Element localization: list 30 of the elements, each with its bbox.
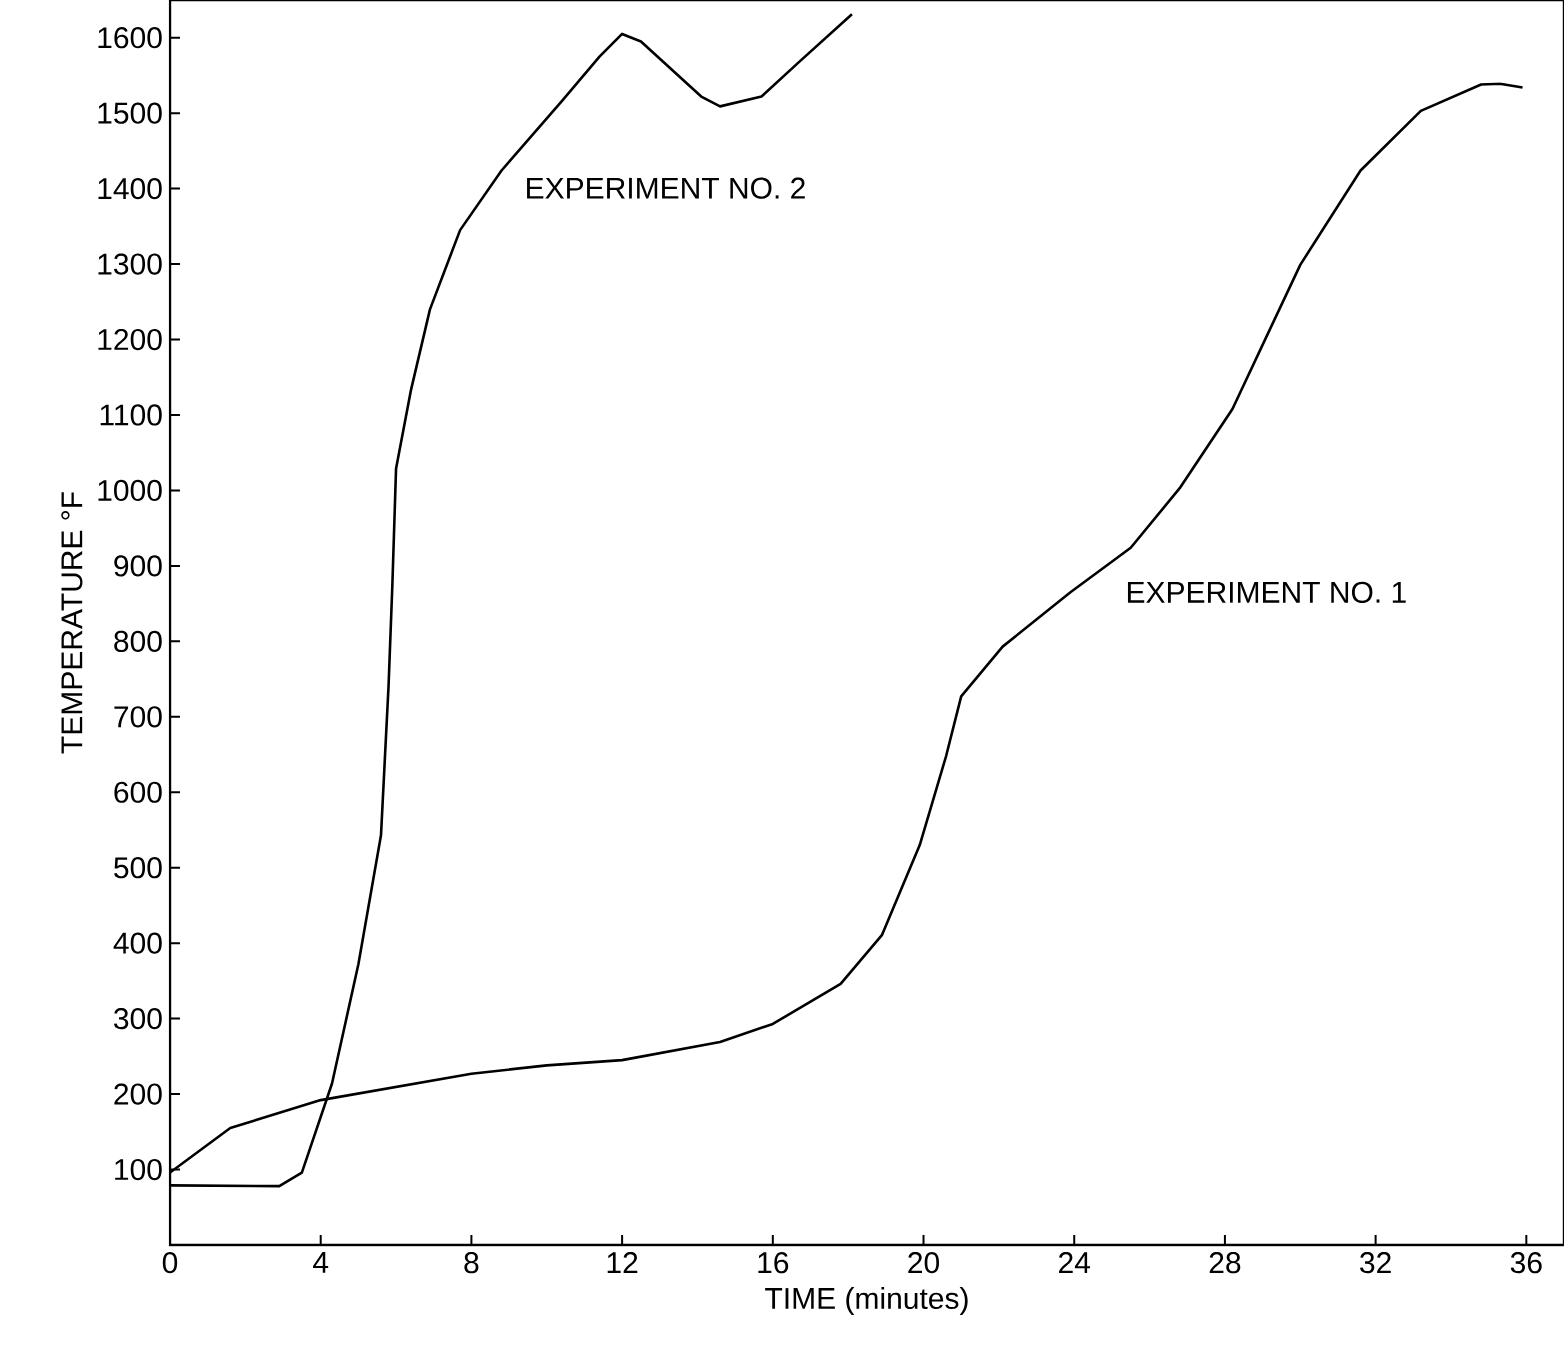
- x-tick-label: 16: [758, 1252, 789, 1274]
- y-tick-label: 900: [114, 555, 162, 577]
- y-tick-label: 800: [114, 630, 162, 652]
- x-tick-label: 4: [313, 1252, 329, 1273]
- y-tick-label: 1000: [98, 479, 162, 502]
- y-tick-label: 1500: [98, 102, 162, 124]
- x-tick-label: 0: [162, 1252, 178, 1274]
- x-tick-label: 36: [1510, 1252, 1542, 1274]
- y-tick-label: 500: [114, 857, 162, 879]
- y-tick-label: 100: [115, 1158, 162, 1181]
- y-tick-label: 1200: [98, 328, 162, 351]
- y-tick-label: 600: [114, 781, 162, 803]
- y-tick-label: 1100: [100, 404, 162, 426]
- y-axis-title: TEMPERATURE °F: [61, 492, 83, 754]
- y-tick-label: 300: [114, 1008, 162, 1030]
- x-tick-label: 20: [908, 1252, 940, 1274]
- y-tick-label: 1400: [98, 177, 162, 200]
- y-tick-label: 1600: [98, 27, 162, 49]
- x-tick-label: 28: [1209, 1252, 1241, 1274]
- series-label: EXPERIMENT NO. 2: [527, 177, 805, 199]
- y-tick-label: 400: [113, 932, 162, 954]
- series-label: EXPERIMENT NO. 1: [1127, 581, 1406, 603]
- x-tick-label: 32: [1360, 1252, 1391, 1274]
- y-tick-label: 1300: [98, 253, 162, 275]
- y-tick-label: 700: [114, 706, 162, 728]
- x-tick-label: 24: [1059, 1252, 1091, 1273]
- x-axis-title: TIME (minutes): [765, 1287, 968, 1315]
- x-tick-label: 12: [607, 1252, 638, 1273]
- x-tick-label: 8: [464, 1252, 479, 1274]
- y-tick-label: 200: [114, 1083, 162, 1105]
